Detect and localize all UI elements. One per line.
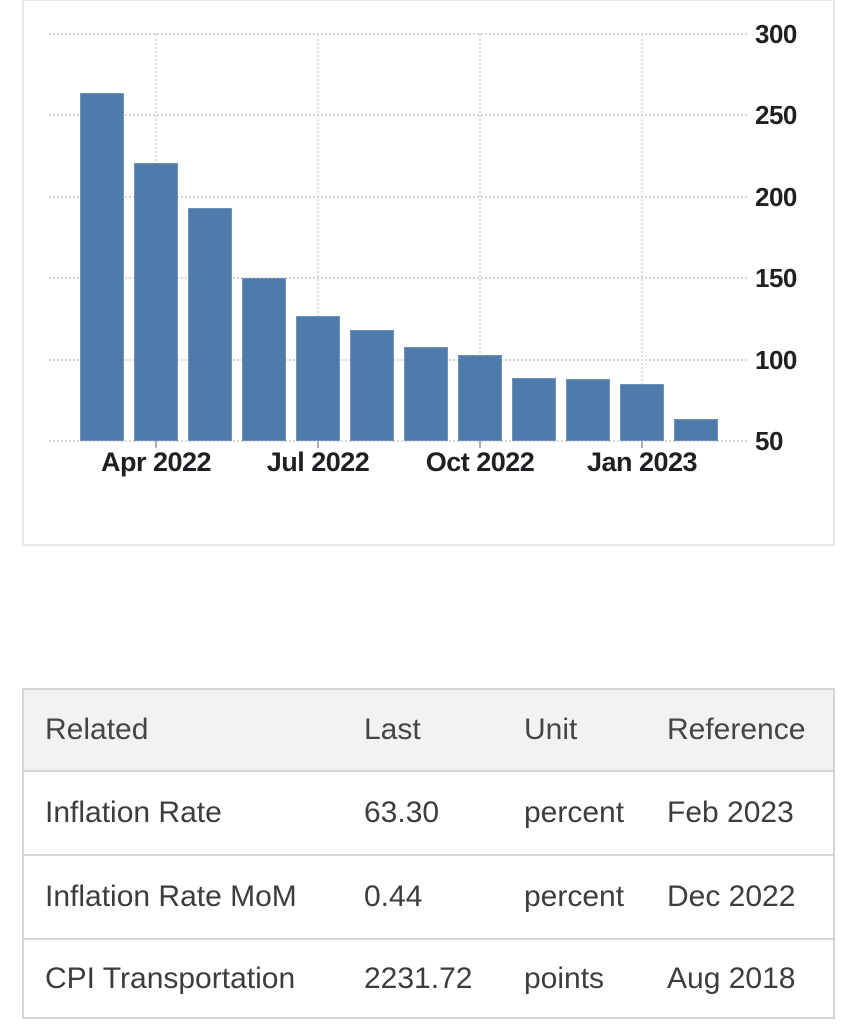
y-gridline (49, 358, 747, 361)
bar-jan-2023[interactable] (620, 384, 664, 441)
related-table: Related Last Unit Reference Inflation Ra… (22, 688, 835, 1019)
table-body: Inflation Rate 63.30 percent Feb 2023 In… (24, 772, 833, 1017)
y-axis-tick-label: 50 (755, 426, 783, 456)
x-gridline (479, 34, 481, 441)
x-axis-tick-label: Jul 2022 (266, 447, 370, 477)
bar-jun-2022[interactable] (242, 278, 286, 441)
bar-may-2022[interactable] (188, 208, 232, 441)
table-row[interactable]: Inflation Rate 63.30 percent Feb 2023 (24, 772, 833, 856)
bar-feb-2023[interactable] (674, 419, 718, 441)
table-header-row: Related Last Unit Reference (24, 690, 833, 772)
y-axis-tick-label: 250 (755, 100, 797, 131)
bar-sep-2022[interactable] (404, 346, 448, 441)
bar-apr-2022[interactable] (134, 162, 178, 441)
unit-cell: points (524, 961, 605, 995)
related-cell[interactable]: CPI Transportation (45, 961, 296, 995)
header-unit: Unit (524, 713, 578, 746)
y-gridline (49, 114, 747, 117)
y-axis-tick-label: 200 (755, 181, 797, 212)
related-cell[interactable]: Inflation Rate MoM (45, 880, 297, 913)
bar-oct-2022[interactable] (458, 354, 502, 441)
x-axis-tick-label: Oct 2022 (425, 447, 535, 477)
x-axis-tick (641, 441, 643, 448)
bar-jul-2022[interactable] (296, 315, 340, 441)
x-gridline (641, 34, 643, 441)
table-row[interactable]: CPI Transportation 2231.72 points Aug 20… (24, 940, 833, 1017)
header-reference: Reference (667, 713, 806, 746)
bar-mar-2022[interactable] (80, 92, 124, 441)
x-axis-tick (155, 441, 157, 448)
table-row[interactable]: Inflation Rate MoM 0.44 percent Dec 2022 (24, 856, 833, 940)
header-related: Related (45, 713, 149, 746)
unit-cell: percent (524, 880, 625, 913)
y-axis-tick-label: 300 (755, 19, 797, 49)
x-axis-tick-label: Apr 2022 (100, 447, 212, 477)
x-gridline (317, 34, 319, 441)
y-gridline (49, 440, 747, 442)
reference-cell: Dec 2022 (667, 880, 796, 913)
x-axis-tick (479, 441, 481, 448)
bar-dec-2022[interactable] (566, 379, 610, 441)
y-gridline (49, 277, 747, 280)
reference-cell: Aug 2018 (667, 961, 796, 995)
y-axis-tick-label: 150 (755, 263, 797, 294)
x-axis-tick (317, 441, 319, 448)
y-gridline (49, 33, 747, 35)
reference-cell: Feb 2023 (667, 796, 794, 829)
bar-chart-panel: 300 250 200 150 100 50 Apr 2022 Jul 2022 Oct 202… (22, 0, 835, 546)
last-cell: 2231.72 (364, 961, 473, 995)
last-cell: 63.30 (364, 796, 440, 829)
unit-cell: percent (524, 796, 625, 829)
bar-aug-2022[interactable] (350, 330, 394, 441)
header-last: Last (364, 713, 421, 746)
related-cell[interactable]: Inflation Rate (45, 796, 222, 829)
x-axis-tick-label: Jan 2023 (586, 447, 698, 477)
y-axis-tick-label: 100 (755, 344, 797, 375)
y-gridline (49, 195, 747, 198)
last-cell: 0.44 (364, 880, 423, 913)
bar-nov-2022[interactable] (512, 377, 556, 441)
